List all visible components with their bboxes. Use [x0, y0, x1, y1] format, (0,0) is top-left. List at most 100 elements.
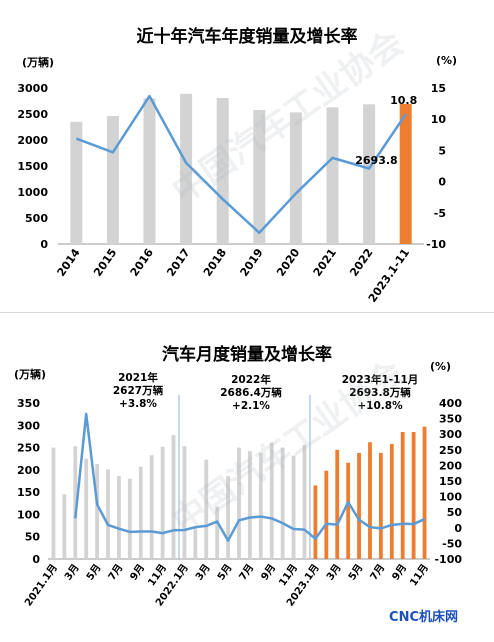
growth-rate-line [75, 94, 407, 235]
x-tick-label: 9月 [259, 562, 279, 583]
annual-chart-svg: 0 500 1000 1500 2000 2500 3000 15 10 5 0 -5 -10 2014 2… [17, 82, 447, 305]
bar [422, 426, 427, 559]
y2-tick-label: 10 [431, 113, 447, 126]
bar [95, 464, 100, 559]
bar [291, 455, 296, 559]
annotation-2022-growth: +2.1% [232, 400, 270, 412]
y-tick-label: 0 [32, 553, 40, 566]
bar [171, 435, 176, 559]
annotation-2022-total: 2686.4万辆 [220, 387, 282, 399]
annotation-2023: 2023年1-11月 2693.8万辆 +10.8% [320, 374, 440, 413]
bar [106, 469, 110, 559]
x-tick-label: 7月 [106, 562, 126, 583]
annotation-2021-year: 2021年 [118, 372, 158, 384]
x-tick-label: 2017 [164, 246, 192, 279]
annual-chart-panel: 近十年汽车年度销量及增长率 (万辆) (%) 0 500 1000 1500 2000 2… [0, 0, 494, 310]
growth-rate-line [74, 412, 426, 542]
bar [258, 452, 263, 559]
y2-tick-label: 400 [439, 397, 462, 410]
panel-divider [0, 312, 494, 313]
bar [289, 112, 302, 244]
y-tick-label: 1000 [17, 186, 48, 199]
annotation-2021-total: 2627万辆 [112, 385, 164, 397]
x-tick-label: 2021 [311, 246, 339, 279]
bar [400, 431, 405, 559]
y2-tick-label: -10 [426, 238, 446, 251]
bar [160, 446, 165, 559]
bar [51, 447, 56, 559]
annotation-2023-year: 2023年1-11月 [341, 374, 419, 386]
x-tick-label: 5月 [84, 562, 104, 583]
y-tick-label: 100 [17, 508, 40, 521]
y2-tick-label: 350 [439, 413, 462, 426]
annotation-2022: 2022年 2686.4万辆 +2.1% [196, 374, 306, 413]
y2-tick-label: 0 [438, 176, 446, 189]
y2-tick-label: 300 [439, 428, 462, 441]
y-tick-label: 350 [17, 397, 40, 410]
bar [237, 447, 241, 559]
y2-tick-label: 50 [447, 506, 463, 519]
y2-tick-label: -100 [434, 553, 462, 566]
x-tick-label: 5月 [346, 562, 366, 583]
bar [106, 116, 119, 244]
y-tick-label: 50 [25, 531, 41, 544]
bar [313, 485, 318, 559]
annual-y-unit: (万辆) [22, 56, 55, 69]
bar [180, 93, 193, 244]
bar [324, 470, 329, 559]
annual-y2-unit: (%) [436, 54, 458, 67]
x-tick-label: 3月 [324, 562, 344, 583]
x-tick-label: 2014 [55, 246, 83, 279]
x-tick-label: 2020 [274, 246, 302, 279]
bar-data-label: 2693.8 [355, 154, 397, 167]
annotation-2023-total: 2693.8万辆 [349, 387, 411, 399]
y-tick-label: 0 [40, 238, 48, 251]
bar [193, 526, 198, 559]
y-tick-label: 2500 [17, 108, 48, 121]
annotation-2023-growth: +10.8% [357, 400, 403, 412]
bar [117, 476, 121, 559]
x-tick-label: 11月 [407, 562, 431, 588]
bar [204, 459, 209, 559]
line-data-label: 10.8 [390, 94, 417, 107]
x-tick-label: 9月 [128, 562, 148, 583]
x-tick-label: 7月 [237, 562, 257, 583]
bar [368, 442, 372, 559]
bar [70, 121, 83, 244]
footer-brand: CNC机床网 [389, 610, 458, 625]
y-tick-label: 150 [17, 486, 40, 499]
bar [216, 97, 229, 244]
bar [302, 444, 307, 559]
x-tick-label: 2019 [238, 246, 266, 279]
bar [215, 506, 220, 559]
annotation-2022-year: 2022年 [231, 374, 271, 386]
monthly-y-unit: (万辆) [14, 368, 47, 381]
y2-tick-label: 250 [439, 444, 462, 457]
x-tick-label: 2016 [128, 246, 156, 279]
bar [253, 109, 266, 244]
y-tick-label: 250 [17, 442, 40, 455]
bar [149, 455, 154, 559]
y-tick-label: 500 [25, 212, 48, 225]
bar [389, 444, 394, 559]
monthly-chart-svg: 0 50 100 150 200 250 300 350 400 350 300 250 200 150 1… [17, 395, 463, 609]
bar [280, 447, 285, 559]
bar [326, 107, 339, 244]
bar [399, 103, 412, 245]
bar [335, 449, 340, 559]
bar [363, 104, 376, 244]
annotation-2021: 2021年 2627万辆 +3.8% [88, 372, 188, 411]
bar [357, 452, 361, 559]
y-tick-label: 200 [17, 464, 40, 477]
x-tick-label: 2022 [347, 246, 375, 279]
bar [411, 431, 416, 559]
y-tick-label: 3000 [17, 82, 48, 95]
bar [138, 466, 143, 559]
x-tick-label: 3月 [193, 562, 213, 583]
monthly-chart-title: 汽车月度销量及增长率 [162, 345, 332, 365]
bar [378, 452, 383, 559]
x-tick-label: 5月 [215, 562, 235, 583]
x-tick-label: 2015 [91, 246, 119, 279]
x-tick-label: 2018 [201, 246, 229, 279]
bar [248, 451, 252, 559]
